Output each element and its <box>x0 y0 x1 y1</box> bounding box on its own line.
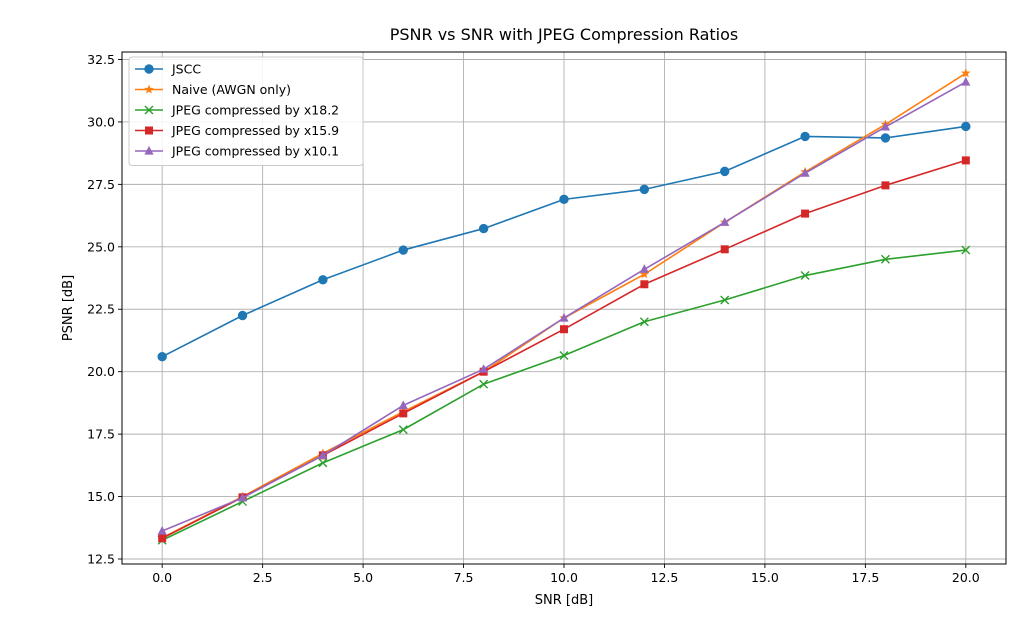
data-point <box>158 534 167 543</box>
legend-item: Naive (AWGN only) <box>135 82 291 97</box>
data-point <box>398 425 408 435</box>
data-point <box>961 156 970 165</box>
x-marker-stroke <box>961 245 971 255</box>
x-tick-label: 17.5 <box>851 570 879 585</box>
x-marker-stroke <box>720 295 730 305</box>
data-point <box>961 76 971 86</box>
data-point <box>318 458 328 468</box>
legend-item: JPEG compressed by x15.9 <box>135 123 339 138</box>
x-marker-stroke <box>800 271 810 281</box>
data-point <box>880 121 891 131</box>
y-tick-label: 12.5 <box>87 552 115 567</box>
data-point <box>720 295 730 305</box>
data-point <box>639 184 650 195</box>
x-tick-label: 15.0 <box>751 570 779 585</box>
legend-marker <box>144 105 154 115</box>
x-tick-label: 10.0 <box>550 570 578 585</box>
y-axis-label: PSNR [dB] <box>61 275 76 341</box>
x-marker-stroke <box>144 105 154 115</box>
data-point <box>639 264 649 273</box>
data-point <box>880 254 890 264</box>
data-point <box>399 409 408 418</box>
data-point <box>961 121 971 132</box>
x-marker-stroke <box>880 254 890 264</box>
x-tick-label: 20.0 <box>952 570 980 585</box>
data-point <box>318 450 328 459</box>
data-point <box>559 312 569 322</box>
data-point <box>640 280 649 289</box>
data-point <box>800 131 810 142</box>
data-point <box>720 245 729 254</box>
data-point <box>961 245 971 255</box>
legend-label: JPEG compressed by x18.2 <box>171 103 339 118</box>
legend-marker <box>144 64 154 74</box>
chart-title: PSNR vs SNR with JPEG Compression Ratios <box>390 25 739 44</box>
data-point <box>479 379 489 389</box>
data-point <box>961 68 971 78</box>
series-group <box>157 68 971 545</box>
y-tick-label: 27.5 <box>87 177 115 192</box>
x-marker-stroke <box>318 458 328 468</box>
y-tick-label: 32.5 <box>87 52 115 67</box>
legend-item: JSCC <box>135 62 201 77</box>
legend: JSCC Naive (AWGN only) JPEG compressed by … <box>128 56 364 166</box>
data-point <box>559 350 569 360</box>
legend-label: JPEG compressed by x15.9 <box>171 123 339 138</box>
y-tick-label: 20.0 <box>87 364 115 379</box>
data-point <box>639 269 650 279</box>
data-point <box>720 217 730 226</box>
legend-label: JPEG compressed by x10.1 <box>171 144 339 159</box>
legend-marker <box>144 84 154 94</box>
data-point <box>881 181 890 190</box>
data-point <box>398 400 408 410</box>
x-tick-label: 2.5 <box>253 570 273 585</box>
x-marker-stroke <box>559 350 569 360</box>
x-tick-label: 12.5 <box>651 570 679 585</box>
legend-box <box>128 56 364 166</box>
x-marker-stroke <box>639 317 649 327</box>
data-point <box>479 364 489 373</box>
legend-marker <box>145 126 153 135</box>
x-marker-stroke <box>479 379 489 389</box>
series-0 <box>157 121 971 362</box>
x-tick-label: 5.0 <box>353 570 373 585</box>
data-point <box>157 352 167 362</box>
data-point <box>237 492 248 502</box>
data-point <box>800 168 810 177</box>
y-tick-label: 25.0 <box>87 239 115 254</box>
data-point <box>801 209 810 218</box>
data-point <box>639 317 649 327</box>
legend-item: JPEG compressed by x10.1 <box>135 144 339 159</box>
y-tick-label: 15.0 <box>87 489 115 504</box>
x-tick-label: 7.5 <box>454 570 474 585</box>
y-tick-label: 17.5 <box>87 427 115 442</box>
data-point <box>478 223 489 234</box>
ticks: 0.0 2.5 5.0 7.5 10.0 12.5 15.0 17.5 20.0 12.5 15.0… <box>87 52 980 585</box>
data-point <box>720 166 730 177</box>
data-point <box>800 271 810 281</box>
data-point <box>560 325 568 334</box>
series-4 <box>157 76 971 535</box>
y-tick-label: 22.5 <box>87 302 115 317</box>
x-marker-stroke <box>398 425 408 435</box>
x-axis-label: SNR [dB] <box>535 593 593 608</box>
legend-item: JPEG compressed by x18.2 <box>135 103 339 118</box>
data-point <box>559 194 569 205</box>
data-point <box>157 526 167 535</box>
data-point <box>318 275 328 285</box>
data-point <box>880 133 891 143</box>
data-point <box>237 310 248 321</box>
legend-marker <box>144 146 154 155</box>
x-tick-label: 0.0 <box>152 570 172 585</box>
legend-label: JSCC <box>171 62 201 77</box>
legend-label: Naive (AWGN only) <box>172 82 291 97</box>
data-point <box>398 245 408 255</box>
y-tick-label: 30.0 <box>87 114 115 129</box>
